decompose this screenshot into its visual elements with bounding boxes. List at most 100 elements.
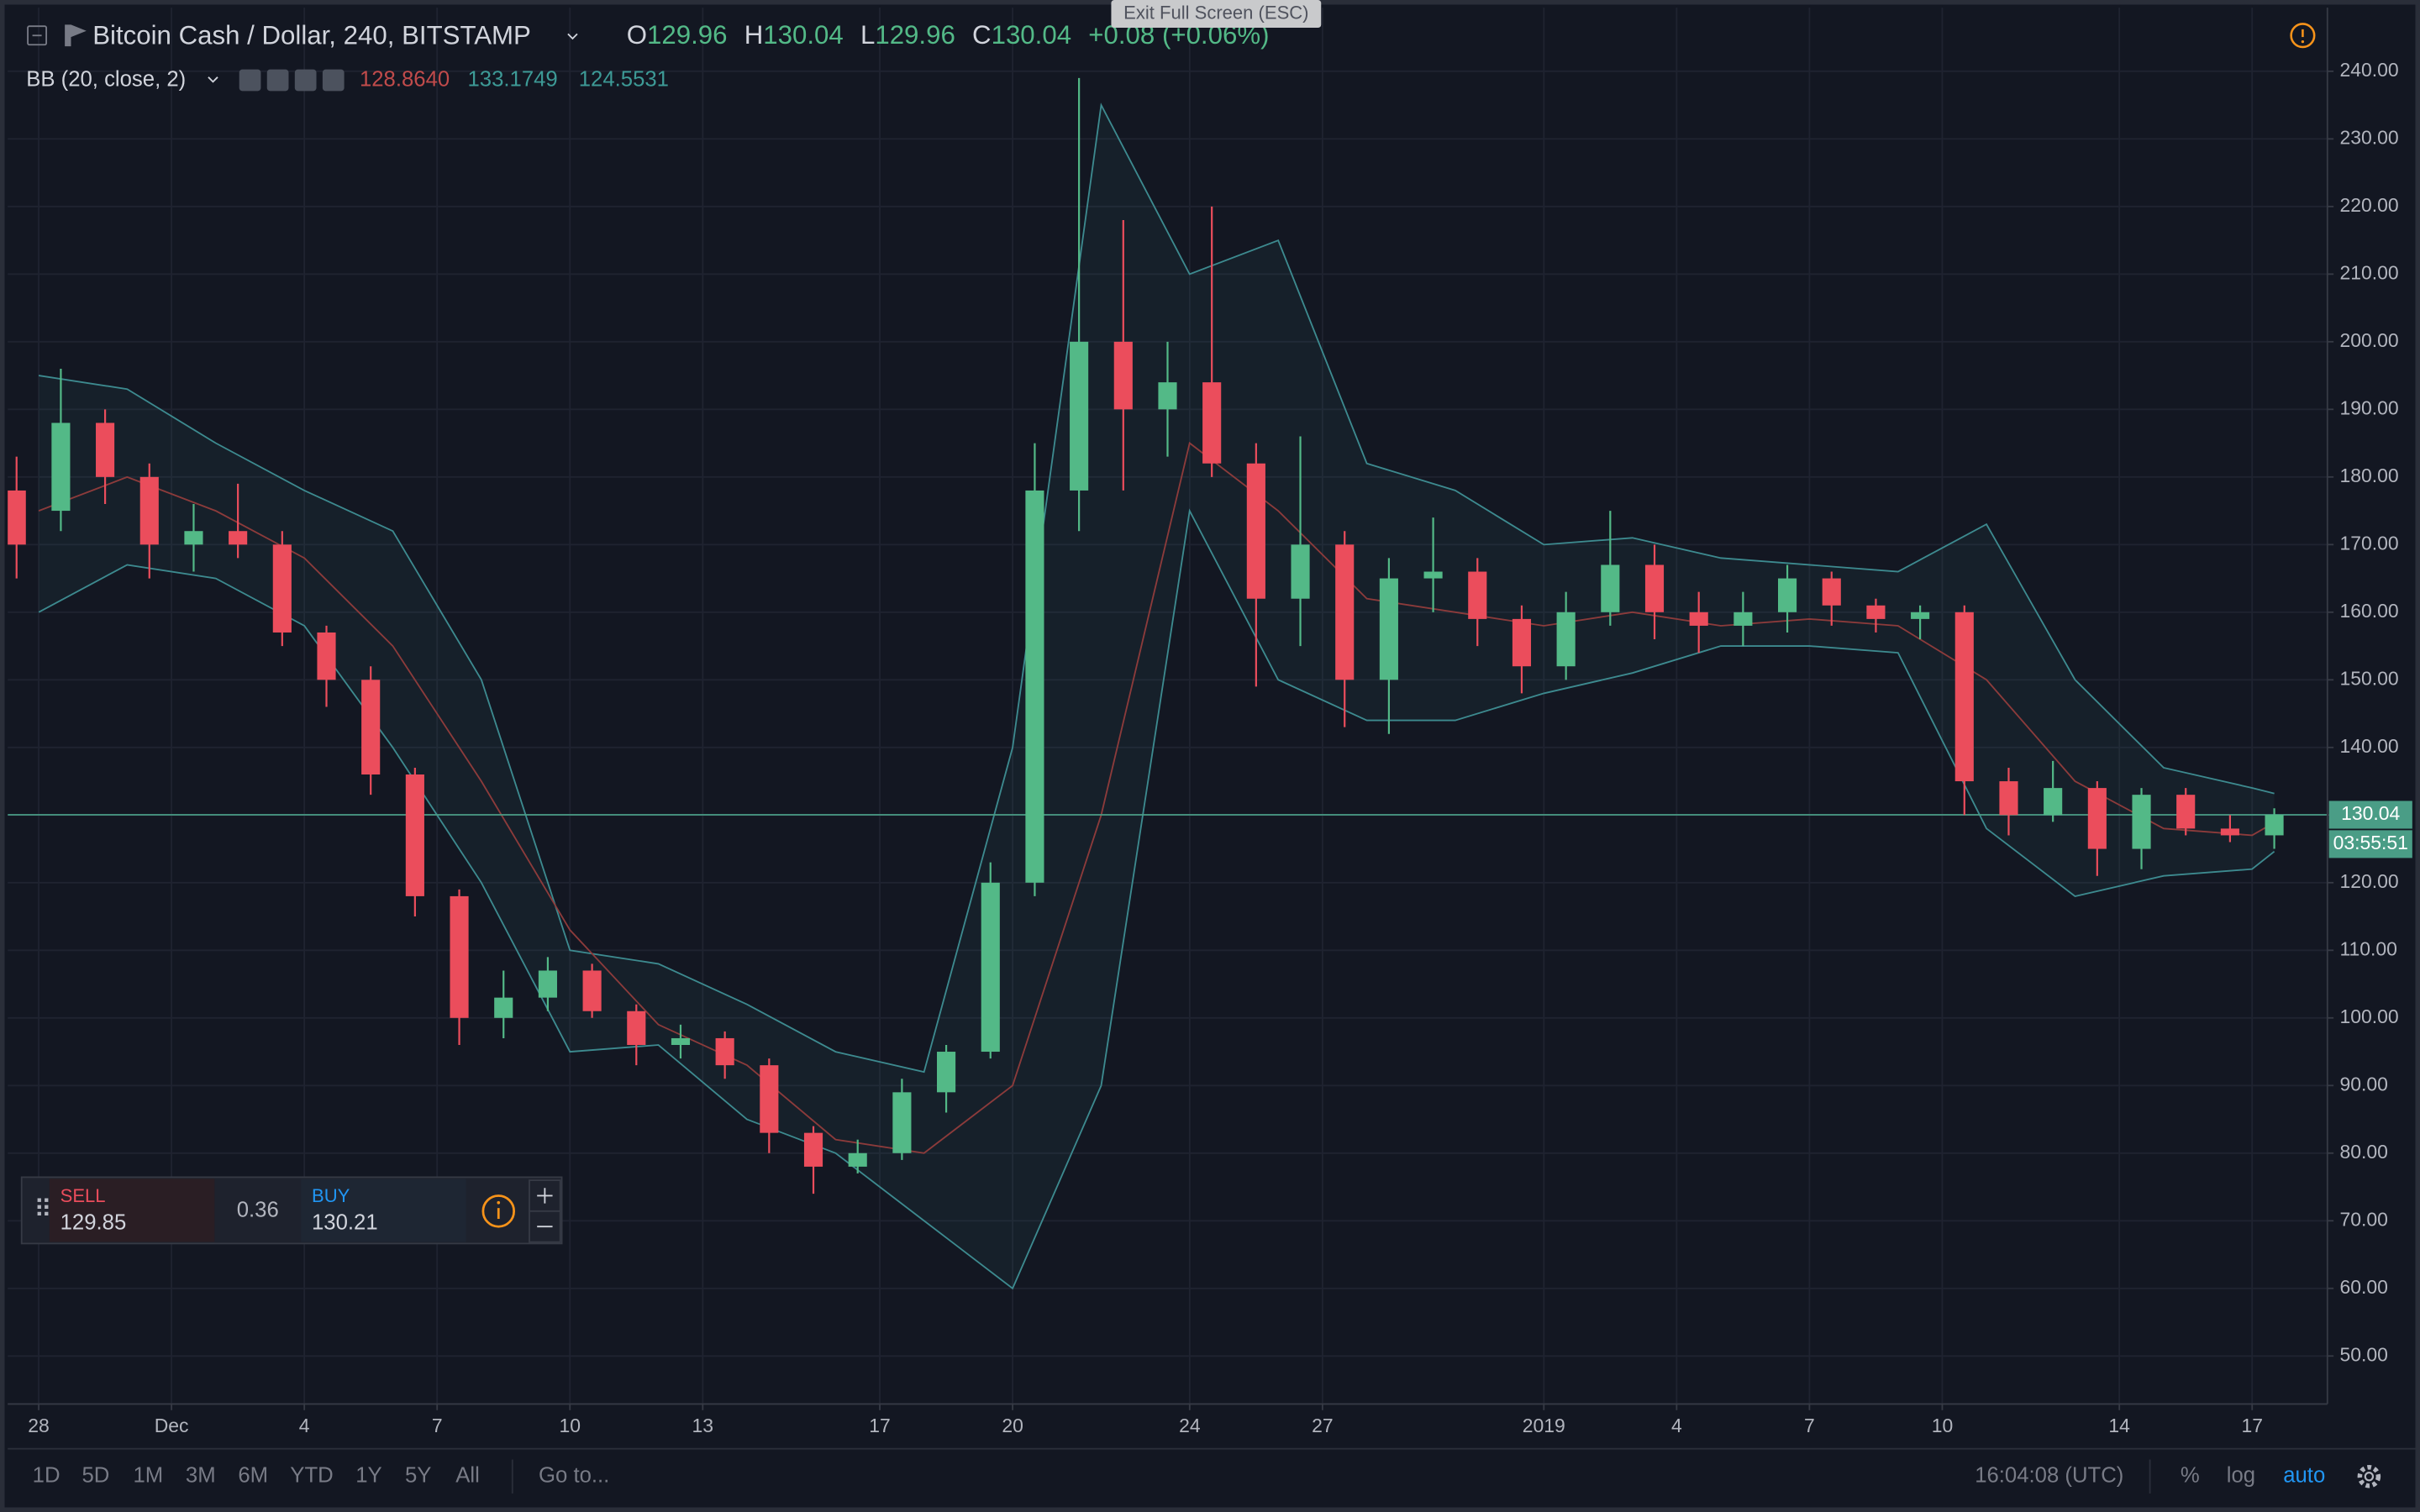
ohlc-key: C bbox=[972, 20, 992, 50]
range-button[interactable]: All bbox=[455, 1464, 480, 1488]
alert-icon-dot bbox=[2301, 39, 2305, 44]
candle-body bbox=[494, 997, 513, 1018]
candle-body bbox=[2220, 828, 2239, 836]
indicator-add[interactable] bbox=[294, 69, 317, 92]
x-tick-label: 27 bbox=[1312, 1415, 1334, 1436]
candle-body bbox=[1689, 612, 1708, 626]
clock[interactable]: 16:04:08 (UTC) bbox=[1975, 1464, 2123, 1488]
candle-body bbox=[715, 1037, 734, 1066]
y-tick-label: 180.00 bbox=[2339, 465, 2398, 486]
log-toggle[interactable]: log bbox=[2227, 1464, 2255, 1488]
ohlc-values: O129.96 H130.04 L129.96 C130.04 +0.08 (+0.06… bbox=[627, 20, 1270, 50]
ohlc-value: 130.04 bbox=[992, 20, 1072, 50]
range-button[interactable]: 1D bbox=[33, 1464, 60, 1488]
candle-body bbox=[892, 1092, 912, 1153]
candle-body bbox=[1468, 571, 1487, 619]
collapse-icon[interactable] bbox=[27, 25, 48, 46]
range-button[interactable]: 5D bbox=[82, 1464, 109, 1488]
symbol-caret bbox=[567, 33, 578, 40]
y-tick-label: 140.00 bbox=[2339, 735, 2398, 757]
range-button[interactable]: 3M bbox=[186, 1464, 216, 1488]
y-tick-label: 170.00 bbox=[2339, 532, 2398, 554]
sell-label[interactable]: SELL bbox=[60, 1185, 106, 1206]
y-tick-label: 50.00 bbox=[2339, 1343, 2387, 1365]
candle-body bbox=[8, 490, 26, 545]
indicator-settings[interactable] bbox=[266, 69, 289, 92]
candle-body bbox=[1070, 341, 1089, 491]
indicator-name[interactable]: BB (20, close, 2) bbox=[26, 67, 186, 91]
candle-body bbox=[272, 544, 292, 633]
percent-toggle[interactable]: % bbox=[2181, 1464, 2200, 1488]
range-button[interactable]: 6M bbox=[238, 1464, 268, 1488]
flag-icon[interactable] bbox=[65, 24, 87, 47]
alert-icon[interactable] bbox=[2290, 23, 2316, 49]
countdown-box bbox=[2328, 830, 2412, 858]
y-tick-label: 100.00 bbox=[2339, 1005, 2398, 1027]
candle-body bbox=[760, 1065, 779, 1133]
candle-body bbox=[1777, 578, 1797, 612]
x-tick-label: 10 bbox=[560, 1415, 581, 1436]
bb-middle-value: 128.8640 bbox=[360, 67, 450, 91]
candle-body bbox=[981, 882, 1000, 1053]
candle-body bbox=[627, 1011, 646, 1045]
ohlc-key: O bbox=[627, 20, 647, 50]
x-tick-label: 20 bbox=[1002, 1415, 1023, 1436]
y-tick-label: 70.00 bbox=[2339, 1208, 2387, 1230]
auto-toggle[interactable]: auto bbox=[2283, 1464, 2325, 1488]
candle-body bbox=[848, 1152, 867, 1167]
x-tick-label: 13 bbox=[692, 1415, 714, 1436]
buy-label[interactable]: BUY bbox=[312, 1185, 350, 1206]
indicator-visibility[interactable] bbox=[239, 69, 261, 92]
candle-body bbox=[51, 423, 71, 512]
countdown-label: 03:55:51 bbox=[2333, 832, 2408, 853]
y-tick-label: 120.00 bbox=[2339, 870, 2398, 892]
range-button[interactable]: 5Y bbox=[405, 1464, 431, 1488]
x-tick-label: Dec bbox=[155, 1415, 189, 1436]
candle-body bbox=[2265, 814, 2284, 836]
indicator-remove[interactable] bbox=[322, 69, 345, 92]
candle-body bbox=[2087, 788, 2107, 849]
x-tick-label: 28 bbox=[28, 1415, 50, 1436]
y-tick-label: 110.00 bbox=[2339, 937, 2396, 959]
drag-handle[interactable]: ⠿ bbox=[34, 1196, 52, 1224]
range-button[interactable]: 1Y bbox=[355, 1464, 381, 1488]
settings-gear-hub bbox=[2364, 1472, 2375, 1482]
info-icon-dot bbox=[497, 1200, 501, 1205]
sell-price[interactable]: 129.85 bbox=[60, 1210, 127, 1234]
last-price-box bbox=[2328, 801, 2412, 829]
sell-button[interactable] bbox=[49, 1179, 215, 1242]
candle-body bbox=[2176, 795, 2196, 829]
candle-body bbox=[361, 680, 381, 775]
ohlc-value: 130.04 bbox=[763, 20, 844, 50]
candle-body bbox=[1158, 382, 1177, 410]
x-tick-label: 10 bbox=[1932, 1415, 1954, 1436]
x-tick-label: 4 bbox=[1671, 1415, 1682, 1436]
candle-body bbox=[1733, 612, 1753, 626]
candle-body bbox=[538, 970, 557, 998]
candle-body bbox=[450, 895, 469, 1018]
buy-price[interactable]: 130.21 bbox=[312, 1210, 378, 1234]
candle-body bbox=[1512, 618, 1532, 667]
buy-button[interactable] bbox=[301, 1179, 466, 1242]
x-tick-label: 7 bbox=[1804, 1415, 1815, 1436]
candle-body bbox=[317, 632, 336, 680]
info-icon[interactable] bbox=[481, 1194, 516, 1228]
candle-body bbox=[1644, 564, 1665, 612]
exit-fullscreen-label[interactable]: Exit Full Screen (ESC) bbox=[1123, 2, 1308, 23]
goto-button[interactable]: Go to... bbox=[539, 1464, 609, 1488]
range-button[interactable]: YTD bbox=[290, 1464, 333, 1488]
x-tick-label: 7 bbox=[432, 1415, 443, 1436]
range-button[interactable]: 1M bbox=[133, 1464, 163, 1488]
candle-body bbox=[184, 531, 203, 545]
settings-gear[interactable] bbox=[2357, 1464, 2381, 1488]
candle-body bbox=[1601, 564, 1620, 612]
exit-fullscreen-button[interactable] bbox=[1111, 0, 1322, 29]
symbol-title[interactable]: Bitcoin Cash / Dollar, 240, BITSTAMP bbox=[92, 20, 531, 50]
y-tick-label: 160.00 bbox=[2339, 600, 2398, 622]
candle-body bbox=[1025, 490, 1044, 883]
y-tick-label: 220.00 bbox=[2339, 194, 2398, 216]
candle-body bbox=[1866, 605, 1886, 619]
candle-body bbox=[1202, 382, 1222, 464]
